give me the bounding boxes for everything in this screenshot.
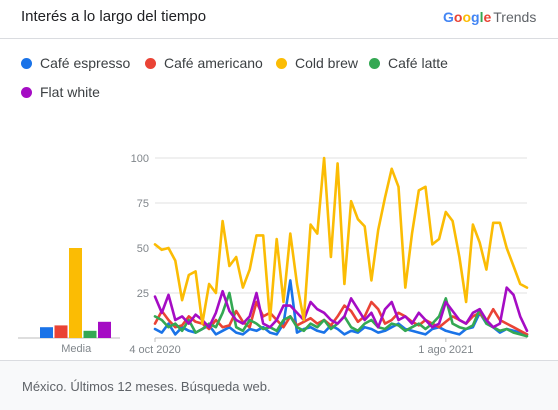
legend-dot-icon: [21, 86, 32, 98]
trends-logo-text: Trends: [493, 9, 537, 25]
series-line[interactable]: [153, 156, 529, 325]
legend-label: Flat white: [40, 84, 100, 100]
average-bar[interactable]: [98, 321, 111, 338]
average-bar[interactable]: [40, 327, 53, 338]
x-tick-label: 1 ago 2021: [418, 344, 473, 356]
legend-label: Café latte: [388, 55, 448, 71]
y-tick-label: 100: [131, 153, 149, 165]
google-trends-logo[interactable]: Google Trends: [443, 9, 536, 25]
legend-item-cafe-espresso[interactable]: Café espresso: [21, 55, 130, 71]
interest-over-time-chart: 25 50 75 100 Media 4 oct 2020 1 ago 2021: [18, 153, 529, 356]
y-tick-label: 25: [137, 288, 149, 300]
average-bar[interactable]: [54, 325, 68, 338]
widget-title: Interés a lo largo del tiempo: [21, 8, 207, 25]
legend-label: Cold brew: [295, 55, 359, 71]
header-divider: [0, 38, 558, 39]
y-tick-label: 50: [137, 243, 149, 255]
y-tick-label: 75: [137, 198, 149, 210]
legend-dot-icon: [276, 57, 287, 69]
axis-labels: 25 50 75 100 Media 4 oct 2020 1 ago 2021: [61, 153, 473, 356]
legend-item-cafe-latte[interactable]: Café latte: [369, 55, 448, 71]
average-bars: [40, 248, 111, 338]
legend-dot-icon: [145, 57, 156, 69]
legend-item-cafe-americano[interactable]: Café americano: [145, 55, 263, 71]
legend-label: Café espresso: [40, 55, 131, 71]
legend-item-flat-white[interactable]: Flat white: [21, 84, 100, 100]
legend-dot-icon: [21, 57, 32, 69]
x-tick-label: 4 oct 2020: [129, 344, 180, 356]
average-bar[interactable]: [83, 330, 97, 338]
legend-item-cold-brew[interactable]: Cold brew: [276, 55, 358, 71]
footer-text: México. Últimos 12 meses. Búsqueda web.: [22, 379, 271, 394]
series-lines: [153, 156, 529, 338]
average-bar[interactable]: [69, 248, 82, 338]
legend-label: Café americano: [164, 55, 263, 71]
series-line[interactable]: [153, 286, 529, 333]
google-logo-text: Google: [443, 9, 492, 25]
widget-footer: México. Últimos 12 meses. Búsqueda web.: [0, 360, 558, 410]
legend-dot-icon: [369, 57, 380, 69]
average-label: Media: [61, 343, 92, 355]
